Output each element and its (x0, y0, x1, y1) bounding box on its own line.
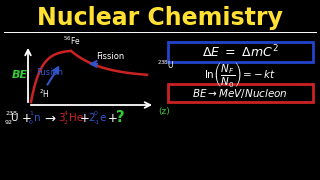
Text: ?: ? (116, 111, 124, 125)
Text: -1: -1 (94, 120, 100, 125)
Text: $\ln\!\left(\dfrac{N_F}{N_0}\right)\!=\!-kt$: $\ln\!\left(\dfrac{N_F}{N_0}\right)\!=\!… (204, 60, 276, 89)
Text: $BE \rightarrow MeV/Nucleon$: $BE \rightarrow MeV/Nucleon$ (192, 87, 288, 100)
Text: 2: 2 (88, 113, 95, 123)
Text: e: e (99, 113, 105, 123)
Text: U: U (10, 113, 18, 123)
Text: $\Delta E\ =\ \Delta mC^2$: $\Delta E\ =\ \Delta mC^2$ (202, 44, 278, 60)
Text: He: He (69, 113, 83, 123)
Text: BE: BE (12, 70, 28, 80)
Text: Nuclear Chemistry: Nuclear Chemistry (37, 6, 283, 30)
Text: $^{2}$H: $^{2}$H (39, 88, 50, 100)
Text: Fusion: Fusion (36, 68, 63, 77)
Text: 92: 92 (5, 120, 13, 125)
Text: 2: 2 (64, 120, 68, 125)
Text: $^{56}$Fe: $^{56}$Fe (63, 35, 81, 47)
Text: 3: 3 (58, 113, 65, 123)
Text: $\rightarrow$: $\rightarrow$ (42, 111, 57, 125)
Text: Fission: Fission (96, 52, 124, 61)
Text: n: n (34, 113, 41, 123)
Text: 238: 238 (5, 111, 17, 116)
Text: 0: 0 (29, 120, 33, 125)
Text: 1: 1 (29, 111, 33, 116)
Text: $^{238}$U: $^{238}$U (157, 59, 174, 71)
Text: 0: 0 (94, 111, 98, 116)
Text: +: + (108, 111, 118, 125)
Text: 4: 4 (64, 111, 68, 116)
Text: +: + (22, 111, 32, 125)
Text: (z): (z) (158, 107, 170, 116)
Text: +: + (80, 111, 90, 125)
